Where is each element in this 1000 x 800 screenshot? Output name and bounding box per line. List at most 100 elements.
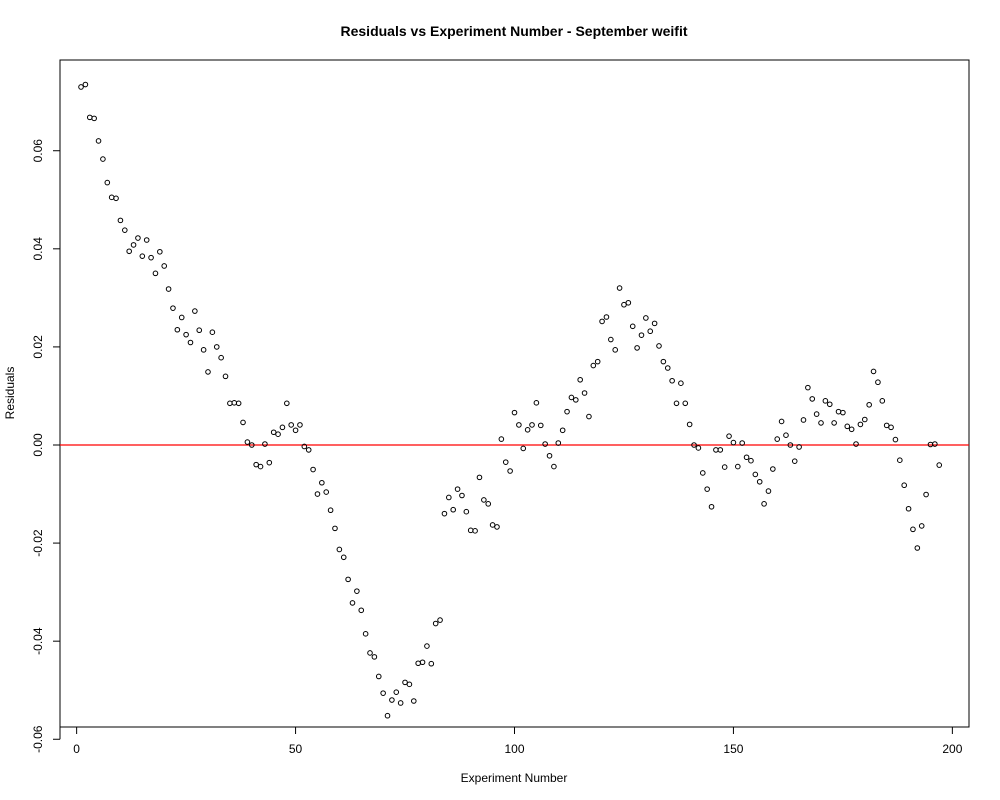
data-point (481, 497, 487, 503)
data-point (485, 501, 492, 507)
data-point (235, 400, 242, 407)
data-point (332, 525, 338, 532)
data-point (428, 660, 435, 667)
data-point (135, 235, 141, 241)
data-point (875, 379, 881, 386)
data-point (555, 440, 562, 446)
data-point (209, 329, 216, 335)
data-point (730, 439, 737, 446)
y-tick-label: 0.06 (31, 139, 45, 163)
y-tick-label: 0.00 (31, 433, 45, 457)
data-point (117, 217, 124, 224)
data-point (594, 358, 601, 365)
data-point (183, 331, 189, 338)
data-point (275, 431, 281, 438)
data-point (454, 486, 461, 492)
data-point (621, 301, 627, 308)
data-point (910, 526, 916, 533)
data-point (95, 138, 102, 144)
data-point (537, 422, 544, 429)
chart-title: Residuals vs Experiment Number - Septemb… (341, 23, 688, 39)
data-point (818, 420, 824, 426)
data-point (349, 600, 356, 606)
data-point (752, 471, 759, 478)
data-point (424, 643, 430, 649)
data-point (108, 194, 115, 201)
data-point (187, 339, 194, 346)
data-point (389, 697, 395, 703)
data-point (393, 689, 400, 695)
data-point (279, 424, 286, 431)
data-point (292, 427, 299, 434)
data-point (866, 401, 872, 408)
data-point (691, 442, 697, 448)
data-points (78, 81, 943, 719)
y-tick-label: 0.04 (31, 237, 45, 261)
data-point (783, 432, 789, 438)
data-point (345, 576, 351, 583)
data-point (415, 660, 421, 667)
data-point (638, 332, 645, 338)
data-point (297, 422, 303, 428)
data-point (879, 398, 886, 404)
data-point (467, 527, 474, 534)
data-point (577, 376, 583, 383)
data-point (888, 424, 894, 431)
data-point (82, 81, 89, 88)
data-point (524, 426, 531, 433)
data-point (756, 478, 763, 485)
data-point (840, 409, 846, 416)
data-point (625, 299, 632, 306)
x-tick-label: 50 (289, 742, 303, 756)
data-point (362, 631, 369, 637)
data-point (323, 489, 330, 495)
data-point (319, 479, 325, 486)
data-point (270, 429, 277, 436)
data-point (673, 400, 680, 407)
data-point (905, 505, 912, 512)
data-point (340, 554, 347, 561)
data-point (143, 237, 150, 243)
plot-frame (59, 59, 970, 728)
data-point (196, 327, 203, 334)
data-point (100, 156, 106, 162)
data-point (708, 503, 715, 510)
data-point (735, 463, 741, 470)
data-point (476, 474, 483, 481)
data-point (406, 681, 413, 688)
data-point (559, 427, 566, 434)
data-point (161, 263, 168, 269)
data-point (778, 418, 785, 425)
data-point (375, 673, 382, 680)
data-point (336, 546, 343, 553)
data-point (240, 419, 246, 426)
data-point (437, 617, 443, 623)
data-point (822, 398, 829, 404)
data-point (205, 369, 211, 375)
data-point (419, 659, 426, 666)
data-point (699, 470, 706, 476)
data-point (564, 408, 570, 415)
data-point (494, 524, 500, 530)
data-point (459, 492, 465, 499)
data-point (367, 650, 373, 656)
data-point (104, 179, 111, 186)
data-point (410, 698, 417, 704)
data-point (174, 326, 181, 333)
data-point (629, 323, 636, 330)
data-point (897, 457, 903, 464)
data-point (178, 314, 185, 321)
data-point (450, 506, 456, 513)
y-tick-label: -0.06 (31, 725, 45, 753)
data-point (165, 286, 172, 292)
data-point (397, 700, 404, 706)
data-point (603, 314, 610, 320)
data-point (170, 305, 176, 311)
data-point (502, 459, 509, 465)
data-point (498, 436, 505, 442)
data-point (384, 712, 391, 719)
data-point (835, 408, 842, 415)
data-point (516, 422, 522, 428)
data-point (704, 486, 710, 492)
